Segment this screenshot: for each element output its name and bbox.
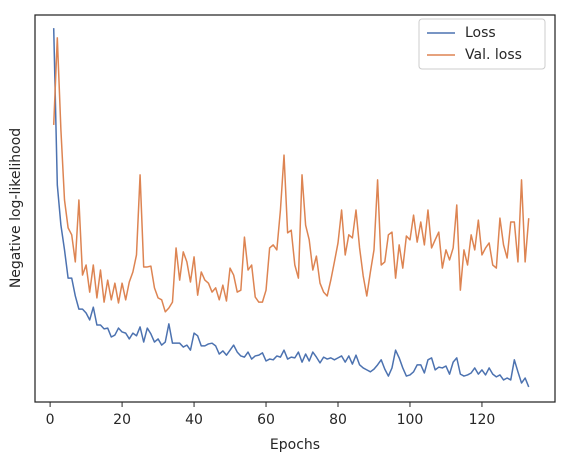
x-tick-label: 0 xyxy=(46,412,55,428)
y-axis-label: Negative log-likelihood xyxy=(8,128,24,288)
x-tick-label: 60 xyxy=(257,412,275,428)
series-line xyxy=(52,37,530,313)
legend-label: Loss xyxy=(465,25,496,41)
x-tick-label: 100 xyxy=(397,412,424,428)
series-line xyxy=(52,28,530,388)
plot-frame xyxy=(34,14,556,403)
x-tick-label: 40 xyxy=(185,412,203,428)
x-tick-label: 20 xyxy=(113,412,131,428)
x-axis-label: Epochs xyxy=(270,437,320,453)
x-tick-label: 80 xyxy=(329,412,347,428)
legend-box xyxy=(418,18,546,70)
legend-label: Val. loss xyxy=(465,47,522,63)
x-tick-label: 120 xyxy=(469,412,496,428)
